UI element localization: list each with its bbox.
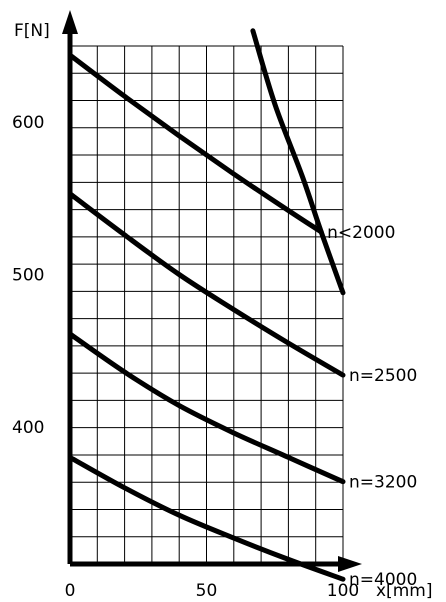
tick-labels: 0 50 100 400 500 600 [12, 113, 359, 601]
x-tick-label: 100 [327, 581, 359, 601]
series-line-n-2500 [67, 191, 346, 378]
y-axis-arrow [62, 10, 78, 34]
series-label-n-2500: n=2500 [349, 366, 417, 386]
axes [62, 10, 362, 572]
y-tick-label: 500 [12, 266, 44, 286]
series-line-n-4000 [67, 454, 346, 582]
x-axis-arrow [338, 556, 362, 572]
series-labels: n<2000 n=2500 n=3200 n=4000 [327, 223, 417, 590]
series-line-limit [250, 28, 346, 296]
grid [70, 45, 344, 564]
x-axis-label: x[mm] [376, 581, 432, 601]
x-tick-label: 50 [196, 581, 218, 601]
series-line-n-2000 [67, 52, 324, 235]
series-label-n-4000: n=4000 [349, 570, 417, 590]
y-axis-label: F[N] [14, 21, 50, 41]
x-tick-label: 0 [65, 581, 76, 601]
series-label-n-3200: n=3200 [349, 473, 417, 493]
curves [67, 28, 346, 582]
series-label-n-2000: n<2000 [327, 223, 395, 243]
series-line-n-3200 [67, 331, 346, 485]
y-tick-label: 600 [12, 113, 44, 133]
y-tick-label: 400 [12, 418, 44, 438]
